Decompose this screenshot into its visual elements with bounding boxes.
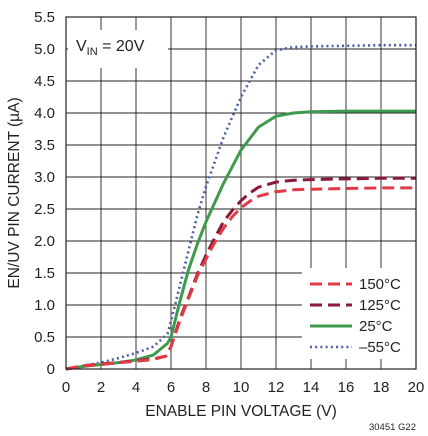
x-tick-label: 8: [202, 379, 210, 396]
series-line: [65, 186, 416, 371]
y-tick-label: 0: [47, 361, 55, 378]
y-tick-label: 4.5: [34, 73, 55, 90]
legend-label: –55°C: [359, 339, 401, 356]
y-tick-label: 2.0: [34, 233, 55, 250]
plot-frame: [65, 16, 417, 370]
vin-annotation-main: V: [76, 38, 87, 55]
y-axis-title: EN/UV PIN CURRENT (µA): [6, 97, 23, 288]
x-tick-label: 14: [303, 379, 320, 396]
x-tick-label: 16: [338, 379, 355, 396]
y-tick-label: 5.5: [34, 9, 55, 26]
legend: 150°C 125°C 25°C –55°C: [302, 268, 416, 359]
vin-annotation-rest: = 20V: [98, 38, 145, 55]
y-tick-label: 1.0: [34, 297, 55, 314]
x-tick-label: 20: [408, 379, 425, 396]
y-tick-label: 1.5: [34, 265, 55, 282]
legend-label: 150°C: [359, 276, 401, 293]
y-tick-label: 0.5: [34, 329, 55, 346]
x-ticks: 0 2 4 6 8 10 12 14 16 18 20: [62, 379, 425, 396]
y-tick-label: 5.0: [34, 41, 55, 58]
x-axis-title: ENABLE PIN VOLTAGE (V): [145, 403, 337, 420]
annotation-box: [68, 30, 168, 68]
y-tick-label: 3.5: [34, 137, 55, 154]
x-tick-label: 2: [97, 379, 105, 396]
x-tick-label: 0: [62, 379, 70, 396]
legend-label: 125°C: [359, 297, 401, 314]
series-layer: [65, 43, 416, 371]
x-tick-label: 10: [233, 379, 250, 396]
series-line: [65, 176, 416, 371]
x-tick-label: 6: [167, 379, 175, 396]
x-tick-label: 18: [373, 379, 390, 396]
vin-annotation: VIN = 20V: [76, 38, 145, 58]
y-tick-label: 3.0: [34, 169, 55, 186]
y-ticks: 0 0.5 1.0 1.5 2.0 2.5 3.0 3.5 4.0 4.5 5.0 5.5: [34, 9, 55, 378]
y-tick-label: 2.5: [34, 201, 55, 218]
y-tick-label: 4.0: [34, 105, 55, 122]
x-tick-label: 12: [268, 379, 285, 396]
vin-annotation-sub: IN: [87, 46, 98, 58]
x-tick-label: 4: [132, 379, 140, 396]
figure-id: 30451 G22: [369, 422, 416, 433]
legend-label: 25°C: [359, 318, 393, 335]
